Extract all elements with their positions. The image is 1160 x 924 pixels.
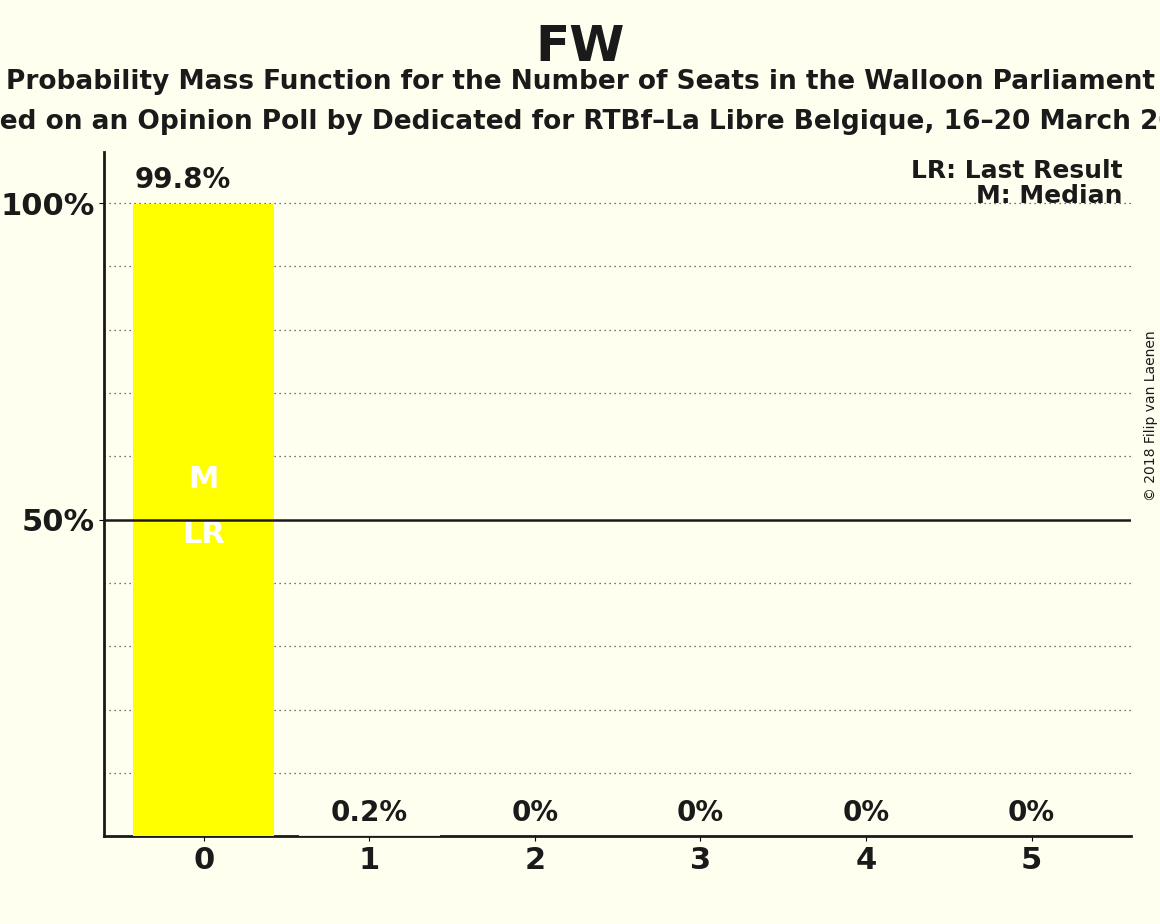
Text: 0%: 0%: [677, 798, 724, 827]
Text: FW: FW: [535, 23, 625, 71]
Text: © 2018 Filip van Laenen: © 2018 Filip van Laenen: [1144, 331, 1158, 501]
Text: LR: Last Result: LR: Last Result: [911, 159, 1123, 183]
Bar: [133, 204, 274, 836]
Text: M: Median: M: Median: [977, 184, 1123, 208]
Text: Based on an Opinion Poll by Dedicated for RTBf–La Libre Belgique, 16–20 March 20: Based on an Opinion Poll by Dedicated fo…: [0, 109, 1160, 135]
Bar: [299, 835, 440, 836]
Text: 0.2%: 0.2%: [331, 798, 408, 827]
Text: Probability Mass Function for the Number of Seats in the Walloon Parliament: Probability Mass Function for the Number…: [6, 69, 1154, 95]
Text: 99.8%: 99.8%: [135, 165, 231, 194]
Text: M: M: [189, 466, 219, 494]
Text: LR: LR: [182, 519, 225, 549]
Text: 0%: 0%: [842, 798, 890, 827]
Text: 0%: 0%: [512, 798, 558, 827]
Text: 0%: 0%: [1008, 798, 1056, 827]
